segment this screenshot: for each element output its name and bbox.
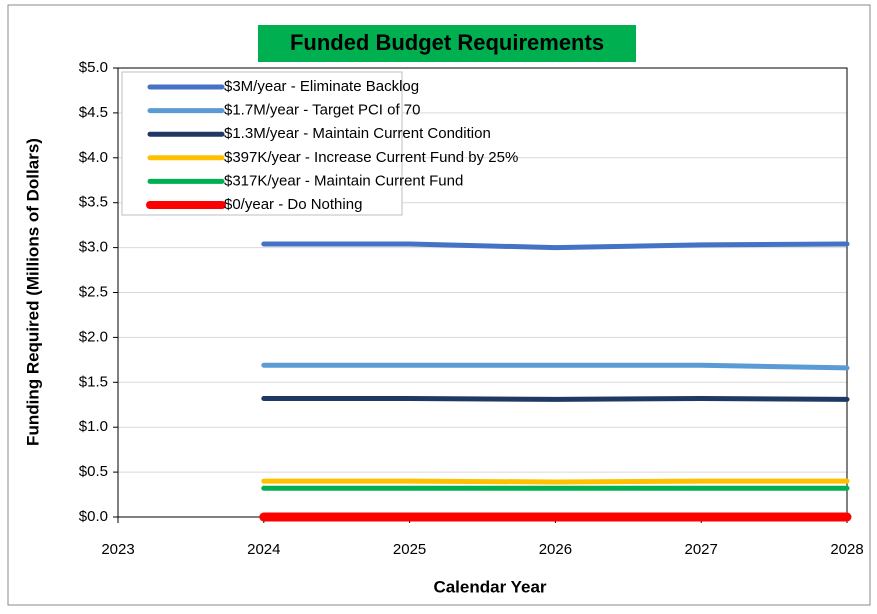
y-tick-label: $0.0 [79, 508, 108, 525]
y-tick-label: $5.0 [79, 59, 108, 76]
legend-label: $317K/year - Maintain Current Fund [224, 172, 463, 189]
x-tick-label: 2027 [685, 541, 718, 558]
x-tick-label: 2025 [393, 541, 426, 558]
y-tick-label: $1.0 [79, 418, 108, 435]
y-tick-label: $3.0 [79, 239, 108, 256]
title-box [258, 25, 636, 62]
y-tick-label: $0.5 [79, 463, 108, 480]
chart-title: Funded Budget Requirements [290, 30, 604, 55]
x-tick-label: 2028 [830, 541, 863, 558]
y-tick-label: $4.5 [79, 104, 108, 121]
y-tick-label: $4.0 [79, 149, 108, 166]
legend-label: $397K/year - Increase Current Fund by 25… [224, 149, 518, 166]
x-tick-label: 2023 [101, 541, 134, 558]
y-tick-label: $2.5 [79, 283, 108, 300]
x-tick-label: 2026 [539, 541, 572, 558]
legend-label: $0/year - Do Nothing [224, 196, 362, 213]
series-line [261, 362, 850, 371]
legend-label: $3M/year - Eliminate Backlog [224, 78, 419, 95]
x-axis-label: Calendar Year [433, 577, 546, 596]
y-tick-label: $1.5 [79, 373, 108, 390]
legend-label: $1.3M/year - Maintain Current Condition [224, 125, 491, 142]
series-line [261, 241, 850, 251]
y-tick-label: $3.5 [79, 194, 108, 211]
legend-box [121, 71, 403, 216]
series-line [261, 395, 850, 402]
series-line [261, 478, 850, 485]
y-axis-label: Funding Required (Millions of Dollars) [23, 138, 42, 446]
x-tick-label: 2024 [247, 541, 280, 558]
y-tick-label: $2.0 [79, 328, 108, 345]
legend-label: $1.7M/year - Target PCI of 70 [224, 102, 421, 119]
